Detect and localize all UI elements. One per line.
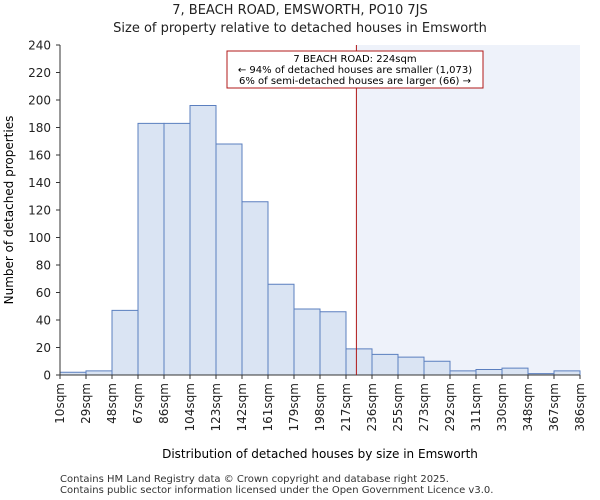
- footer-copyright: Contains HM Land Registry data © Crown c…: [60, 474, 449, 485]
- x-tick-label-292sqm: 292sqm: [443, 383, 457, 431]
- y-tick-label-0: 0: [43, 369, 51, 383]
- x-tick-label-236sqm: 236sqm: [365, 383, 379, 431]
- bar-142sqm: [241, 201, 269, 376]
- y-tick-label-60: 60: [36, 286, 51, 300]
- x-tick-label-179sqm: 179sqm: [287, 383, 301, 431]
- bar-255sqm: [397, 356, 425, 376]
- bar-86sqm: [163, 122, 191, 376]
- y-tick-label-40: 40: [36, 314, 51, 328]
- bar-236sqm: [371, 353, 399, 376]
- x-tick-label-86sqm: 86sqm: [157, 383, 171, 424]
- x-axis: 10sqm 29sqm 48sqm 67sqm 86sqm 104sqm 123sqm 142…: [53, 374, 587, 431]
- bar-67sqm: [137, 122, 165, 376]
- x-tick-label-104sqm: 104sqm: [183, 383, 197, 431]
- y-tick-label-200: 200: [28, 94, 51, 108]
- y-tick-label-140: 140: [28, 176, 51, 190]
- larger-properties-region: [356, 45, 580, 375]
- bar-179sqm: [293, 308, 321, 376]
- bar-198sqm: [319, 311, 347, 376]
- bar-311sqm: [475, 369, 503, 376]
- x-tick-label-67sqm: 67sqm: [131, 383, 145, 424]
- y-tick-label-240: 240: [28, 39, 51, 53]
- bar-273sqm: [423, 360, 451, 376]
- histogram-chart: 0 20 40 60 80 100 120 140 160 180 200 220 240 10sqm 2…: [2, 39, 587, 462]
- bar-161sqm: [267, 283, 295, 376]
- bar-217sqm: [345, 348, 373, 376]
- y-tick-label-80: 80: [36, 259, 51, 273]
- y-tick-label-220: 220: [28, 66, 51, 80]
- x-tick-label-198sqm: 198sqm: [313, 383, 327, 431]
- x-tick-label-367sqm: 367sqm: [547, 383, 561, 431]
- y-tick-label-20: 20: [36, 341, 51, 355]
- x-tick-label-161sqm: 161sqm: [261, 383, 275, 431]
- x-tick-label-217sqm: 217sqm: [339, 383, 353, 431]
- bar-48sqm: [111, 309, 139, 376]
- x-tick-label-386sqm: 386sqm: [573, 383, 587, 431]
- y-axis-label: Number of detached properties: [2, 116, 16, 305]
- bar-292sqm: [449, 370, 477, 376]
- y-tick-label-180: 180: [28, 121, 51, 135]
- x-tick-label-311sqm: 311sqm: [469, 383, 483, 431]
- bar-367sqm: [553, 370, 581, 376]
- x-tick-label-330sqm: 330sqm: [495, 383, 509, 431]
- y-tick-label-160: 160: [28, 149, 51, 163]
- y-tick-label-100: 100: [28, 231, 51, 245]
- bars-group: [59, 105, 581, 376]
- annotation-line-2: ← 94% of detached houses are smaller (1,…: [238, 65, 472, 76]
- bar-330sqm: [501, 367, 529, 376]
- x-tick-label-142sqm: 142sqm: [235, 383, 249, 431]
- annotation-line-1: 7 BEACH ROAD: 224sqm: [293, 54, 416, 65]
- bar-104sqm: [189, 105, 217, 376]
- x-tick-label-48sqm: 48sqm: [105, 383, 119, 424]
- chart-title: 7, BEACH ROAD, EMSWORTH, PO10 7JS: [172, 3, 428, 18]
- bar-29sqm: [85, 370, 113, 376]
- x-tick-label-273sqm: 273sqm: [417, 383, 431, 431]
- footer-licence: Contains public sector information licen…: [60, 485, 494, 496]
- annotation-line-3: 6% of semi-detached houses are larger (6…: [239, 76, 471, 87]
- chart-subtitle: Size of property relative to detached ho…: [113, 21, 487, 36]
- x-tick-label-348sqm: 348sqm: [521, 383, 535, 431]
- y-axis: 0 20 40 60 80 100 120 140 160 180 200 220 240: [28, 39, 61, 383]
- x-tick-label-123sqm: 123sqm: [209, 383, 223, 431]
- y-tick-label-120: 120: [28, 204, 51, 218]
- bar-123sqm: [215, 143, 243, 376]
- annotation-box: 7 BEACH ROAD: 224sqm ← 94% of detached h…: [226, 50, 484, 89]
- x-tick-label-10sqm: 10sqm: [53, 383, 67, 424]
- x-axis-label: Distribution of detached houses by size …: [162, 447, 478, 461]
- x-tick-label-29sqm: 29sqm: [79, 383, 93, 424]
- x-tick-label-255sqm: 255sqm: [391, 383, 405, 431]
- annotation-frame: [226, 50, 484, 89]
